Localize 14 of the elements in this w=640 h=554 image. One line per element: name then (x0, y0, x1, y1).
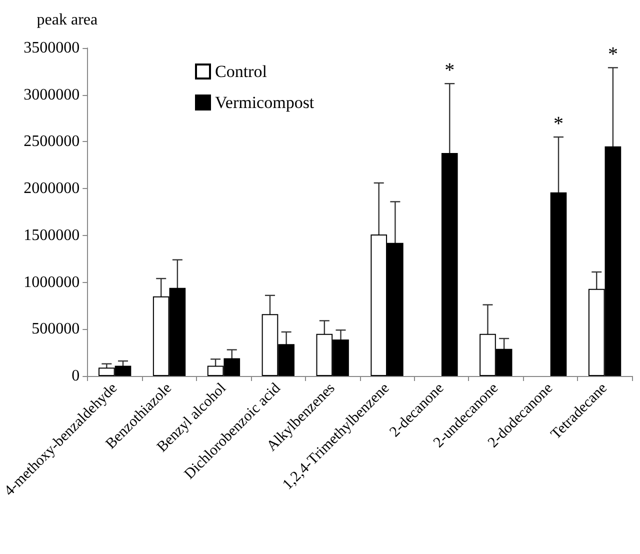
annotation: * (608, 44, 618, 66)
y-tick-label: 2500000 (24, 133, 80, 150)
y-axis-title: peak area (36, 12, 98, 28)
y-tick-label: 1000000 (24, 274, 80, 291)
annotation: * (554, 113, 564, 136)
y-tick-label: 1500000 (24, 226, 80, 244)
y-tick-label: 3500000 (24, 40, 80, 56)
y-tick-label: 2000000 (24, 180, 80, 198)
y-tick-label: 500000 (32, 320, 80, 338)
y-tick-label: 3000000 (24, 86, 80, 104)
y-tick-label: 0 (72, 368, 80, 384)
legend-label: Control (215, 62, 268, 81)
legend-label: Vermicompost (215, 93, 314, 112)
annotation: * (444, 60, 455, 82)
